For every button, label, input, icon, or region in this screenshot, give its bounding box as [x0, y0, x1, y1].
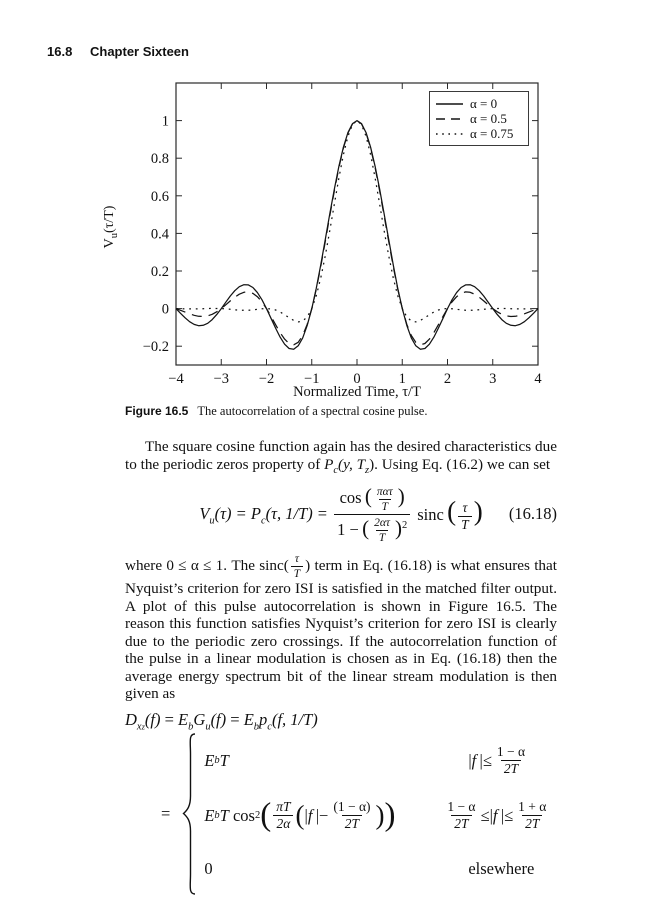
- svg-text:−3: −3: [214, 371, 229, 387]
- dotted-line-sample: [436, 132, 463, 135]
- legend-label: α = 0.75: [470, 125, 514, 141]
- svg-text:−4: −4: [168, 371, 184, 387]
- paragraph-2: where 0 ≤ α ≤ 1. The sinc(τ T) term in Eq…: [125, 553, 557, 703]
- svg-text:2: 2: [444, 371, 451, 387]
- equation-16-19-line-1: Dxz(f) = EbGu(f) = Ebpc(f, 1/T): [125, 709, 318, 733]
- legend-item-alpha-075: α = 0.75: [436, 126, 522, 141]
- case-2-condition: 1 − α 2T ≤ | f | ≤ 1 + α 2T: [447, 799, 547, 832]
- y-axis-label: Vu(τ/T): [102, 205, 120, 249]
- case-1-condition: | f | ≤ 1 − α 2T: [468, 744, 526, 777]
- x-axis-label: Normalized Time, τ/T: [293, 384, 421, 400]
- page-number: 16.8: [47, 44, 73, 59]
- svg-text:0: 0: [353, 371, 360, 387]
- svg-text:−0.2: −0.2: [143, 339, 169, 355]
- legend-item-alpha-0: α = 0: [436, 96, 522, 111]
- svg-text:−1: −1: [304, 371, 319, 387]
- equation-16-18: Vu(τ) = Pc(τ, 1/T) = cos (πατ T) 1 − (2ατ…: [199, 484, 557, 545]
- svg-text:−2: −2: [259, 371, 274, 387]
- body-text: The square cosine function again has the…: [125, 438, 557, 900]
- paragraph-1: The square cosine function again has the…: [125, 438, 557, 476]
- chapter-title: Chapter Sixteen: [90, 44, 189, 59]
- svg-text:1: 1: [399, 371, 406, 387]
- svg-text:1: 1: [162, 114, 169, 130]
- figure-plot: −4 −3 −2 −1 0 1 2 3 4 −0.2 0 0.2 0.4 0.6 0.8 1: [130, 60, 570, 420]
- figure-caption: Figure 16.5 The autocorrelation of a spec…: [125, 404, 565, 419]
- legend-label: α = 0.5: [470, 110, 507, 126]
- svg-text:3: 3: [489, 371, 496, 387]
- chart-legend: α = 0 α = 0.5 α = 0.75: [429, 91, 529, 146]
- svg-text:0.2: 0.2: [151, 264, 169, 280]
- svg-text:0: 0: [162, 302, 169, 318]
- case-3-condition: elsewhere: [468, 858, 535, 878]
- equation-number: (16.18): [508, 504, 557, 524]
- figure-caption-label: Figure 16.5: [125, 404, 189, 418]
- svg-text:4: 4: [534, 371, 542, 387]
- legend-item-alpha-05: α = 0.5: [436, 111, 522, 126]
- autocorrelation-chart: −4 −3 −2 −1 0 1 2 3 4 −0.2 0 0.2 0.4 0.6 0.8 1: [143, 82, 542, 387]
- main-fraction: cos (πατ T) 1 − (2ατ T)2: [334, 484, 411, 544]
- svg-text:0.4: 0.4: [151, 226, 170, 242]
- legend-label: α = 0: [470, 95, 498, 111]
- dashed-line-sample: [436, 117, 463, 120]
- svg-text:0.8: 0.8: [151, 151, 169, 167]
- svg-text:0.6: 0.6: [151, 189, 169, 205]
- figure-caption-text: The autocorrelation of a spectral cosine…: [197, 404, 428, 418]
- case-3-expression: 0: [204, 858, 213, 878]
- curly-brace: [182, 732, 198, 896]
- solid-line-sample: [436, 102, 463, 105]
